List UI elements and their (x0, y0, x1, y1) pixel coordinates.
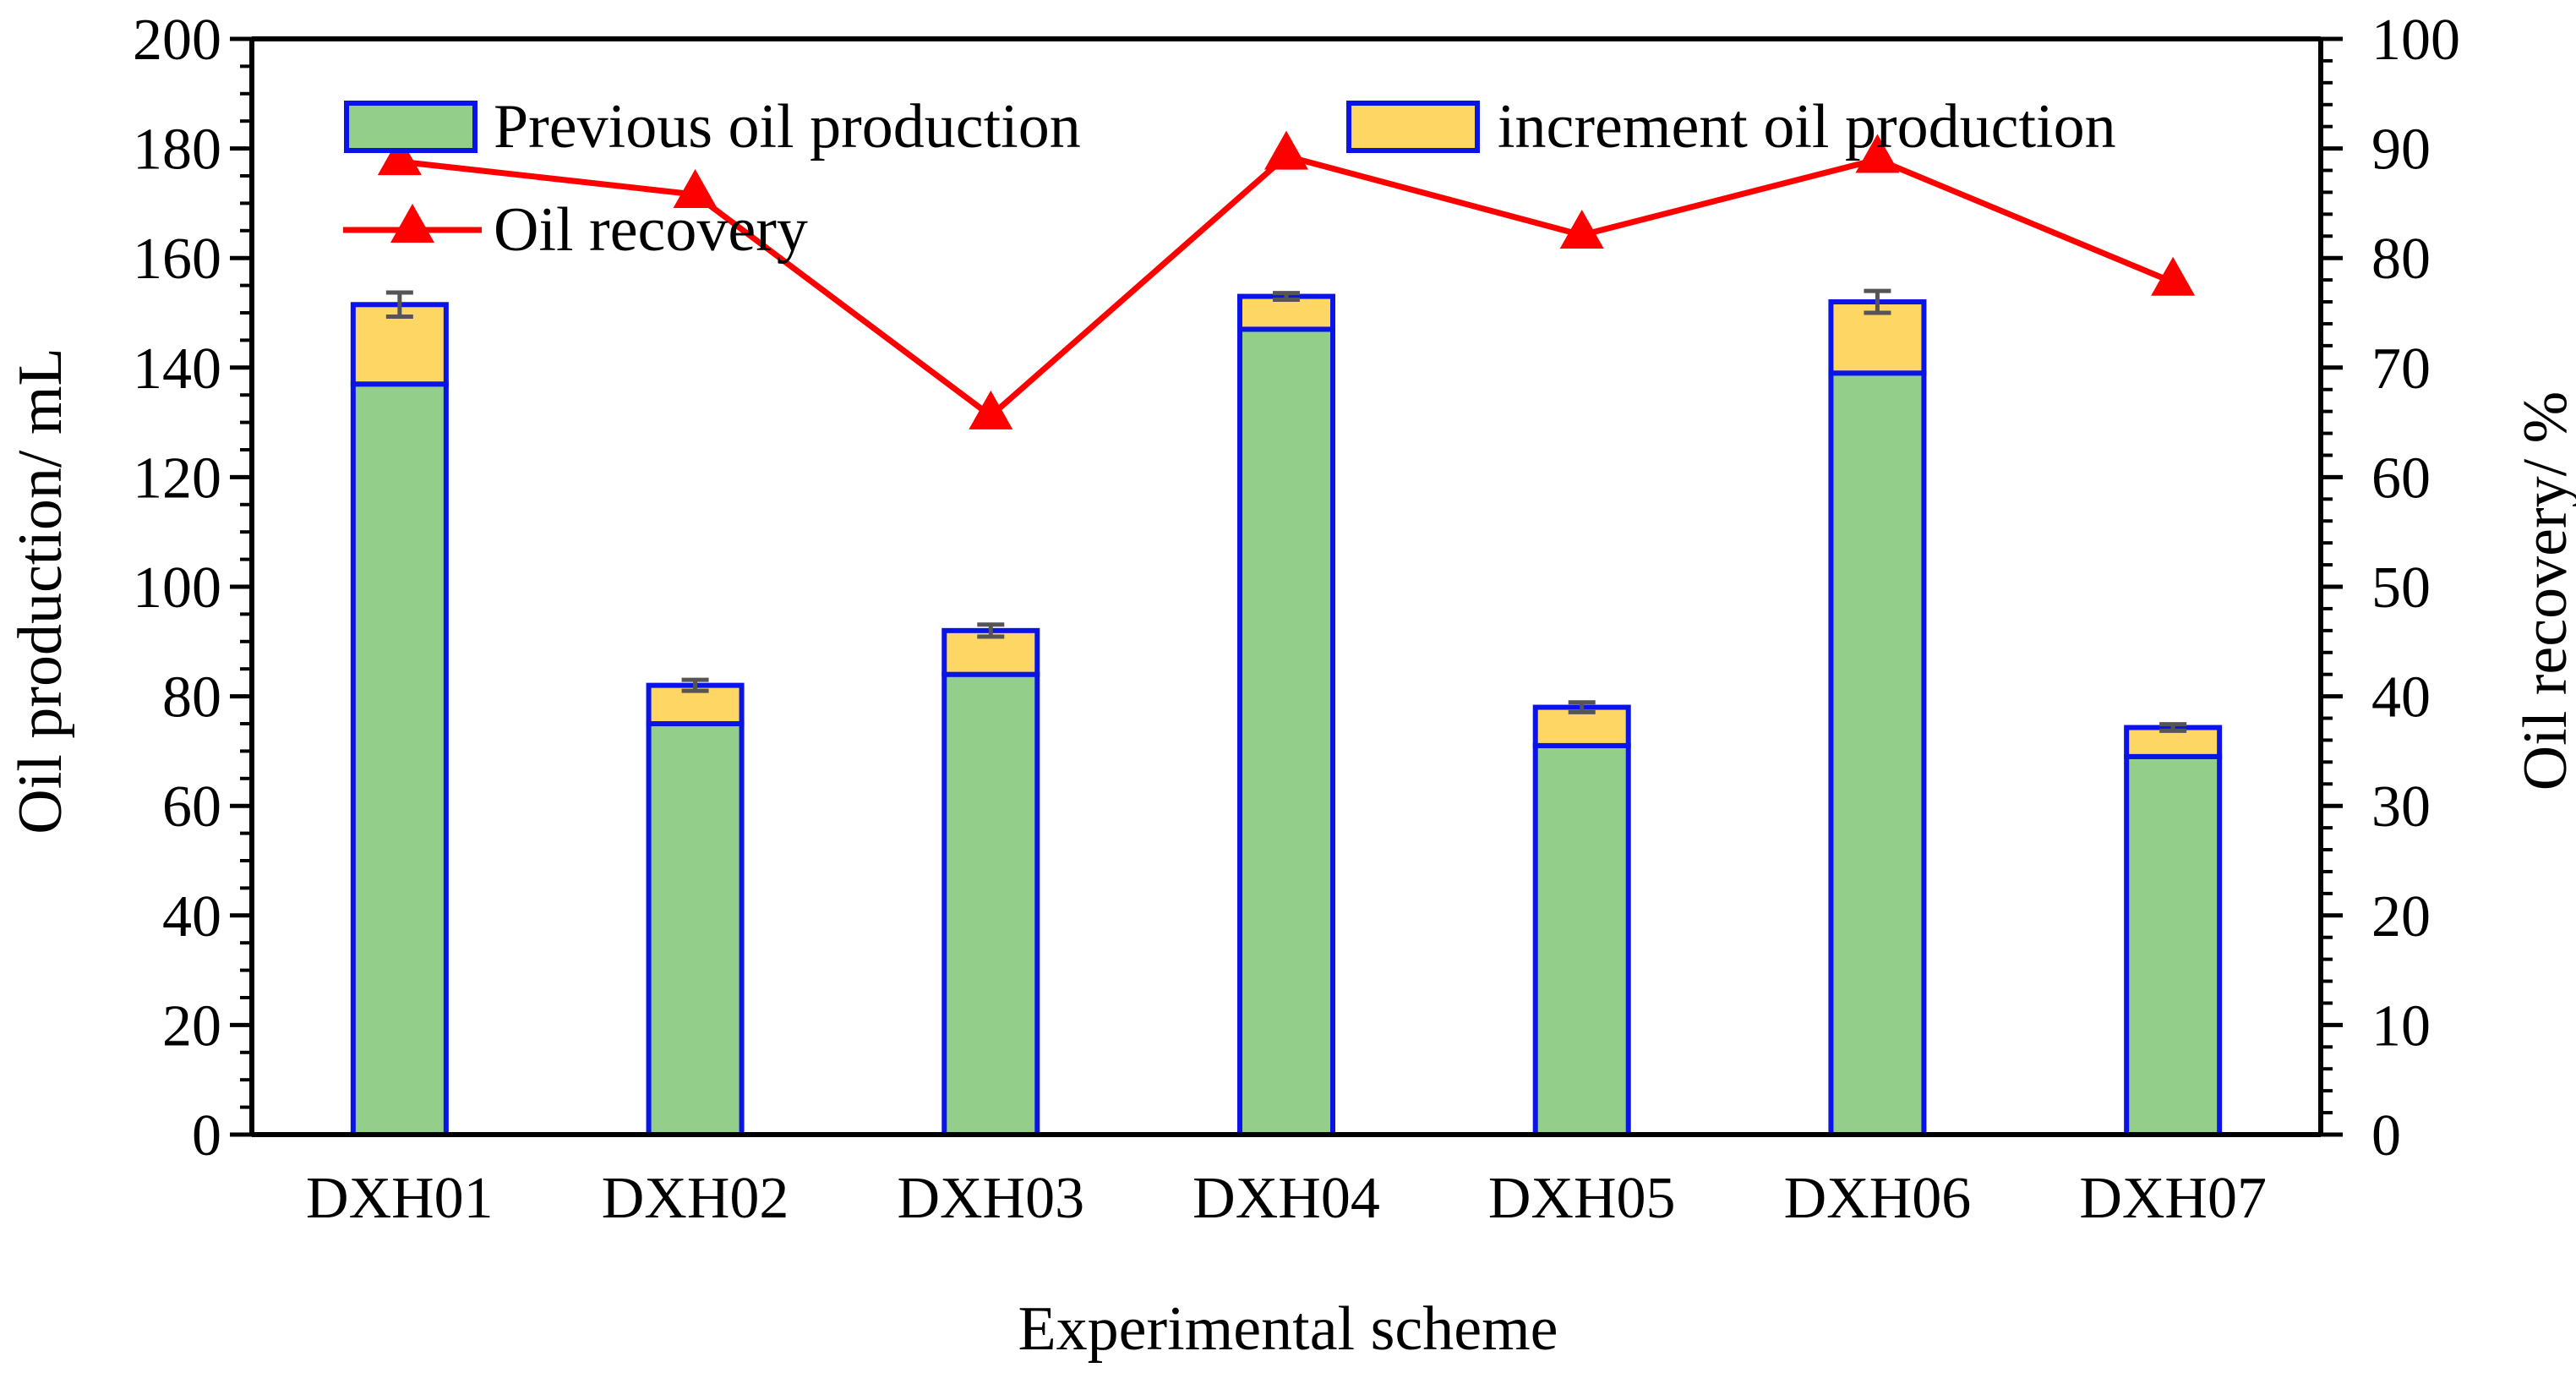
y-tick-label: 160 (133, 227, 221, 292)
legend-label-previous: Previous oil production (494, 92, 1081, 161)
y2-tick-label: 30 (2371, 774, 2431, 840)
legend-marker-recovery (390, 204, 434, 243)
y-tick-label: 60 (162, 774, 221, 840)
y-tick-label: 180 (133, 118, 221, 183)
bar-previous-DXH01 (350, 381, 449, 1137)
y2-tick-label: 20 (2371, 884, 2431, 949)
legend-label-recovery: Oil recovery (494, 195, 808, 265)
recovery-marker-DXH07 (2151, 256, 2196, 296)
recovery-marker-DXH06 (1855, 134, 1900, 173)
y2-axis-title: Oil recovery/ % (2511, 391, 2576, 791)
y2-tick-label: 0 (2371, 1103, 2401, 1168)
y-tick-label: 200 (133, 8, 221, 73)
x-tick-label: DXH06 (1784, 1166, 1972, 1231)
y2-tick-label: 80 (2371, 227, 2431, 292)
bar-previous-DXH06 (1828, 370, 1927, 1137)
legend-swatch-previous (344, 101, 478, 153)
y2-tick-label: 100 (2371, 8, 2460, 73)
recovery-marker-DXH02 (673, 169, 718, 209)
recovery-marker-DXH01 (377, 136, 422, 176)
y-tick-label: 80 (162, 665, 221, 730)
y-tick-label: 140 (133, 336, 221, 402)
bar-previous-DXH05 (1532, 742, 1631, 1137)
y2-tick-label: 70 (2371, 336, 2431, 402)
y-tick-label: 100 (133, 555, 221, 621)
bar-previous-DXH07 (2124, 753, 2223, 1137)
x-tick-label: DXH02 (602, 1166, 789, 1231)
y-tick-label: 0 (192, 1103, 221, 1168)
x-tick-label: DXH05 (1488, 1166, 1676, 1231)
y2-tick-label: 10 (2371, 993, 2431, 1059)
x-tick-label: DXH01 (306, 1166, 494, 1231)
x-axis-title: Experimental scheme (1018, 1294, 1558, 1364)
y-tick-label: 120 (133, 446, 221, 511)
recovery-marker-DXH04 (1264, 130, 1308, 170)
y-tick-label: 20 (162, 993, 221, 1059)
bar-previous-DXH04 (1237, 326, 1335, 1137)
legend-label-increment: increment oil production (1498, 92, 2116, 161)
bar-previous-DXH03 (941, 671, 1040, 1137)
legend: Previous oil production increment oil pr… (343, 92, 2116, 265)
legend-swatch-increment (1346, 101, 1480, 153)
y2-tick-label: 40 (2371, 665, 2431, 730)
x-tick-label: DXH04 (1192, 1166, 1380, 1231)
y-axis-title: Oil production/ mL (6, 347, 75, 834)
y2-tick-label: 50 (2371, 555, 2431, 621)
recovery-marker-DXH03 (969, 390, 1013, 429)
recovery-marker-DXH05 (1559, 209, 1604, 249)
x-tick-label: DXH03 (897, 1166, 1084, 1231)
y-tick-label: 40 (162, 884, 221, 949)
y2-tick-label: 90 (2371, 118, 2431, 183)
y2-tick-label: 60 (2371, 446, 2431, 511)
bar-previous-DXH02 (646, 721, 745, 1137)
x-tick-label: DXH07 (2079, 1166, 2267, 1231)
bar-increment-DXH04 (1237, 293, 1335, 332)
